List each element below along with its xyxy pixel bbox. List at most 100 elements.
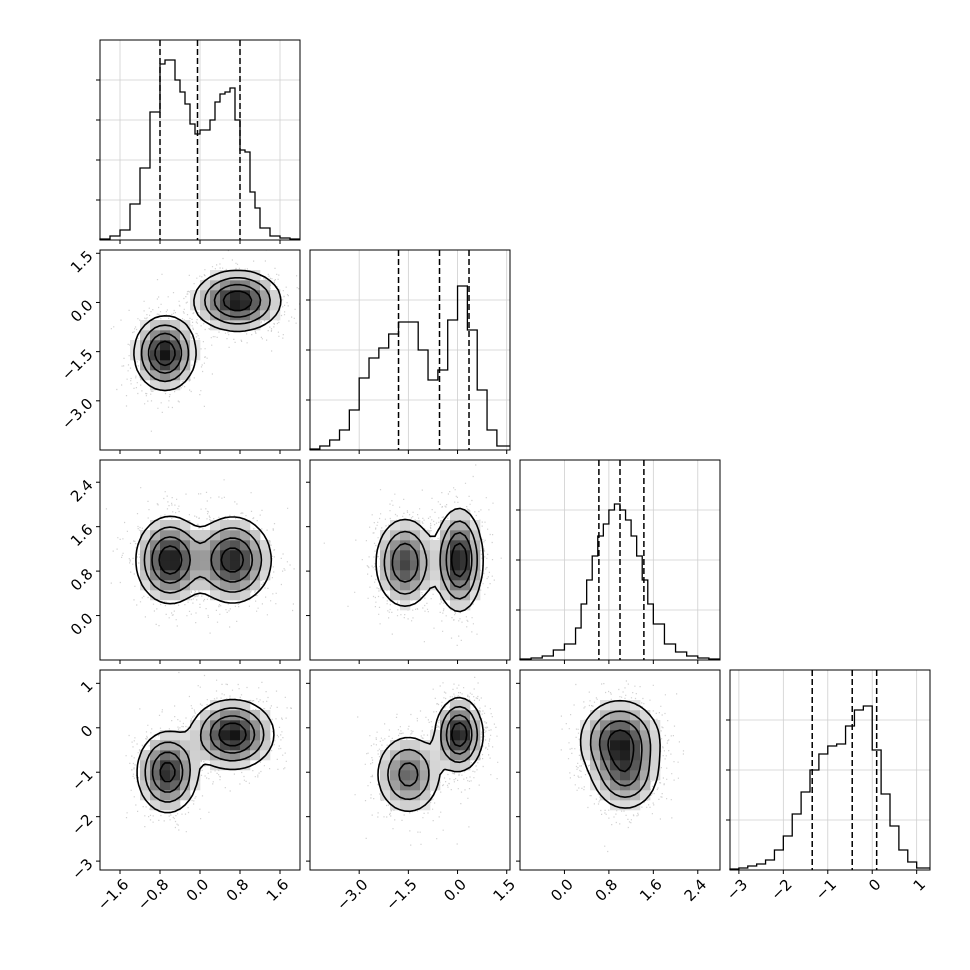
density-cell <box>140 570 151 581</box>
density-cell <box>470 520 481 531</box>
density-cell <box>440 550 451 561</box>
density-cell <box>390 780 401 791</box>
y-tick-label: 0.0 <box>67 296 97 326</box>
density-cell <box>410 800 421 811</box>
contour-line <box>383 520 478 600</box>
density-cell <box>200 720 211 731</box>
density-cell <box>630 780 641 791</box>
density-cell <box>170 550 181 561</box>
density-cell <box>430 780 441 791</box>
density-cell <box>150 760 161 771</box>
density-cell <box>440 720 451 731</box>
density-cell <box>240 710 251 721</box>
histogram-outline <box>729 705 930 870</box>
density-cell <box>180 750 191 761</box>
density-cell <box>420 750 431 761</box>
contour-line <box>143 526 263 594</box>
density-cell <box>410 550 421 561</box>
density-cell <box>450 550 461 561</box>
density-cell <box>440 590 451 601</box>
density-cell <box>230 720 241 731</box>
density-cell <box>420 760 431 771</box>
density-cell <box>210 550 221 561</box>
density-cell <box>450 760 461 771</box>
x-tick-label: 1.6 <box>263 875 293 905</box>
density-cell <box>250 310 261 321</box>
density-cell <box>190 570 201 581</box>
density-cell <box>430 750 441 761</box>
density-cell <box>620 700 631 711</box>
density-cell <box>210 580 221 591</box>
density-cell <box>160 350 171 361</box>
density-cell <box>470 530 481 541</box>
density-cell <box>630 720 641 731</box>
density-cell <box>230 540 241 551</box>
density-cell <box>230 270 241 281</box>
density-cell <box>150 530 161 541</box>
density-cell <box>450 590 461 601</box>
density-cell <box>470 590 481 601</box>
density-cell <box>170 800 181 811</box>
density-cell <box>180 770 191 781</box>
density-cell <box>240 700 251 711</box>
density-cell <box>210 710 221 721</box>
density-cell <box>610 750 621 761</box>
density-cell <box>400 770 411 781</box>
density-cell <box>250 320 261 331</box>
density-cell <box>170 370 181 381</box>
scatter-panel-3-4 <box>519 669 721 871</box>
density-cell <box>250 270 261 281</box>
density-cell <box>210 760 221 771</box>
density-cell <box>230 700 241 711</box>
density-cell <box>440 750 451 761</box>
density-cell <box>610 770 621 781</box>
histogram-panel-1 <box>96 39 301 241</box>
density-cell <box>390 560 401 571</box>
density-cell <box>400 520 411 531</box>
density-cell <box>390 770 401 781</box>
density-cell <box>450 570 461 581</box>
density-cell <box>220 580 231 591</box>
density-cell <box>400 580 411 591</box>
density-cell <box>630 800 641 811</box>
density-cell <box>620 730 631 741</box>
density-cell <box>620 720 631 731</box>
density-cell <box>170 560 181 571</box>
density-cell <box>210 310 221 321</box>
density-cell <box>590 730 601 741</box>
density-cell <box>160 750 171 761</box>
density-cell <box>160 790 171 801</box>
density-cell <box>450 710 461 721</box>
panel-content <box>125 671 300 833</box>
density-cell <box>200 560 211 571</box>
density-cell <box>460 750 471 761</box>
density-cell <box>610 710 621 721</box>
density-cell <box>600 740 611 751</box>
density-cell <box>630 700 641 711</box>
density-cell <box>620 760 631 771</box>
scatter-panel-1-3 <box>99 459 301 661</box>
density-cell <box>210 730 221 741</box>
density-cell <box>460 720 471 731</box>
density-cell <box>600 790 611 801</box>
scatter-panel-2-3 <box>309 459 511 661</box>
density-cell <box>150 550 161 561</box>
density-cell <box>620 710 631 721</box>
contour-line <box>387 705 479 801</box>
density-cell <box>190 580 201 591</box>
density-cell <box>410 540 421 551</box>
density-cell <box>250 570 261 581</box>
density-cell <box>380 750 391 761</box>
histogram-panel-2 <box>306 249 511 451</box>
density-cell <box>190 300 201 311</box>
density-cell <box>580 720 591 731</box>
density-cell <box>450 700 461 711</box>
density-cell <box>180 550 191 561</box>
density-cell <box>190 540 201 551</box>
density-cell <box>400 570 411 581</box>
density-cell <box>610 800 621 811</box>
density-cell <box>140 340 151 351</box>
density-cell <box>210 560 221 571</box>
density-cell <box>410 740 421 751</box>
density-cell <box>170 570 181 581</box>
